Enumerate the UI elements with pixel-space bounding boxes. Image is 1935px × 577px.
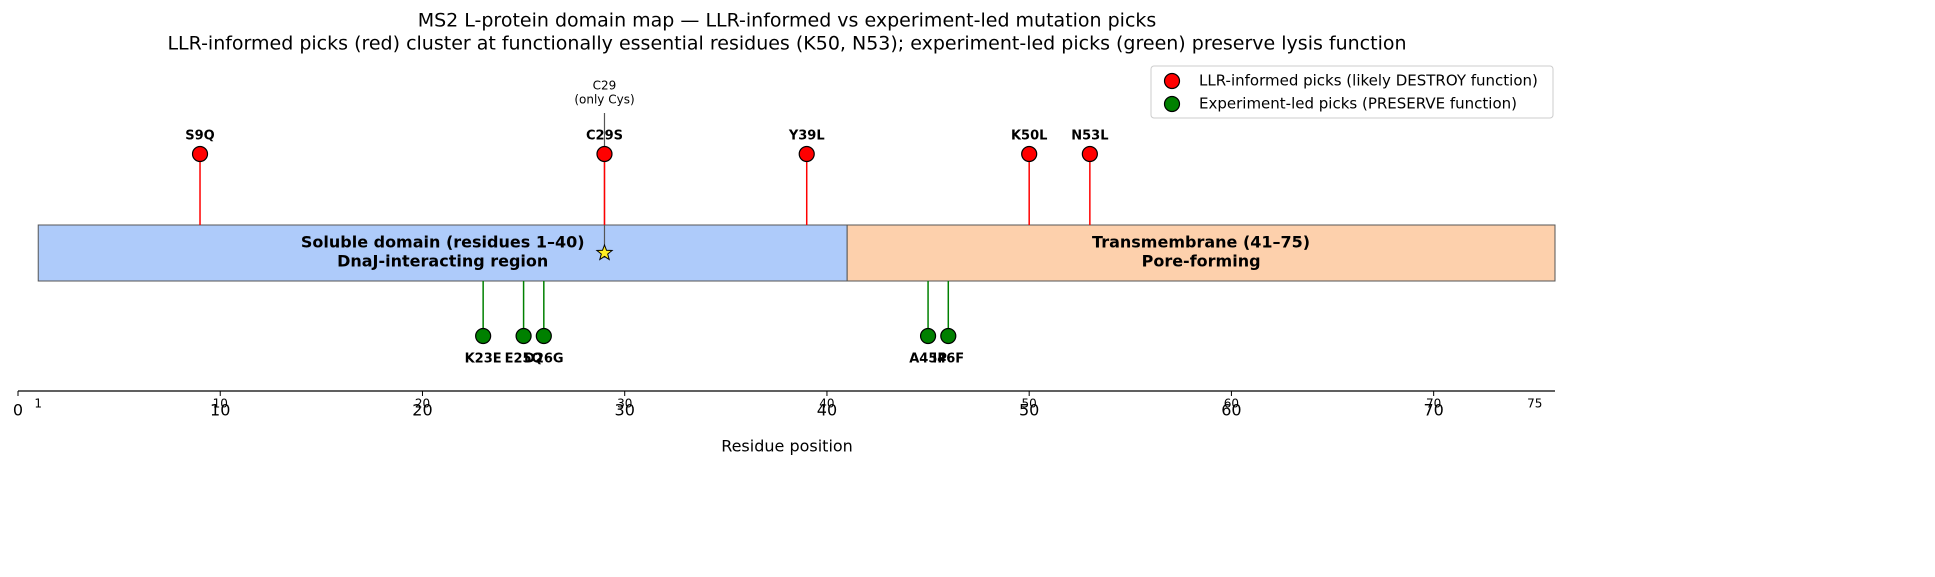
secondary-tick-label: 70 bbox=[1426, 397, 1441, 411]
secondary-tick-label: 30 bbox=[617, 397, 632, 411]
chart-title: MS2 L-protein domain map — LLR-informed … bbox=[418, 10, 1157, 32]
pick-marker bbox=[798, 145, 815, 163]
pick-marker bbox=[596, 145, 613, 163]
legend-box bbox=[1150, 65, 1554, 119]
domain-label: DnaJ-interacting region bbox=[337, 252, 548, 271]
pick-marker bbox=[191, 145, 209, 163]
secondary-tick-label: 20 bbox=[415, 397, 430, 411]
pick-label: S9Q bbox=[185, 129, 214, 144]
domain-label: Transmembrane (41–75) bbox=[1092, 233, 1310, 252]
x-tick-label: 10 bbox=[210, 401, 230, 420]
domain bbox=[846, 224, 1556, 282]
pick-marker bbox=[1081, 145, 1098, 163]
x-tick-label: 40 bbox=[817, 401, 837, 420]
legend-label: LLR-informed picks (likely DESTROY funct… bbox=[1199, 72, 1538, 90]
pick-label: Y39L bbox=[788, 129, 825, 144]
pick-marker bbox=[515, 327, 532, 345]
secondary-tick-label: 50 bbox=[1022, 397, 1037, 411]
pick-marker bbox=[535, 327, 552, 345]
x-tick-label: 70 bbox=[1423, 401, 1443, 420]
secondary-tick-label: 40 bbox=[819, 397, 834, 411]
pick-label: I46F bbox=[932, 352, 964, 367]
annotation-star bbox=[595, 243, 614, 261]
pick-label: C29S bbox=[586, 129, 623, 144]
pick-label: K23E bbox=[465, 352, 502, 367]
annotation-text: (only Cys) bbox=[574, 93, 634, 107]
secondary-tick-label: 1 bbox=[34, 397, 42, 411]
annotation-text: C29 bbox=[593, 79, 617, 93]
pick-label: N53L bbox=[1071, 129, 1108, 144]
legend-marker bbox=[1163, 95, 1181, 113]
pick-marker bbox=[475, 327, 492, 345]
pick-label: A45P bbox=[909, 352, 947, 367]
x-tick-label: 30 bbox=[615, 401, 635, 420]
pick-label: E25Q bbox=[505, 352, 543, 367]
x-tick-label: 60 bbox=[1221, 401, 1241, 420]
domain-label: Soluble domain (residues 1–40) bbox=[301, 233, 585, 252]
x-tick-label: 50 bbox=[1019, 401, 1039, 420]
x-axis-label: Residue position bbox=[721, 437, 853, 456]
pick-marker bbox=[919, 327, 937, 345]
pick-label: D26G bbox=[524, 352, 564, 367]
domain-label: Pore-forming bbox=[1142, 252, 1261, 271]
x-tick-label: 0 bbox=[13, 401, 23, 420]
secondary-tick-label: 10 bbox=[213, 397, 228, 411]
legend-marker bbox=[1163, 72, 1181, 90]
secondary-tick-label: 60 bbox=[1224, 397, 1239, 411]
pick-marker bbox=[940, 327, 957, 345]
legend-label: Experiment-led picks (PRESERVE function) bbox=[1199, 95, 1517, 113]
pick-marker bbox=[1021, 145, 1038, 163]
secondary-tick-label: 75 bbox=[1527, 397, 1542, 411]
pick-label: K50L bbox=[1011, 129, 1047, 144]
x-tick-label: 20 bbox=[412, 401, 432, 420]
domain bbox=[37, 224, 848, 282]
chart-subtitle: LLR-informed picks (red) cluster at func… bbox=[167, 33, 1406, 55]
